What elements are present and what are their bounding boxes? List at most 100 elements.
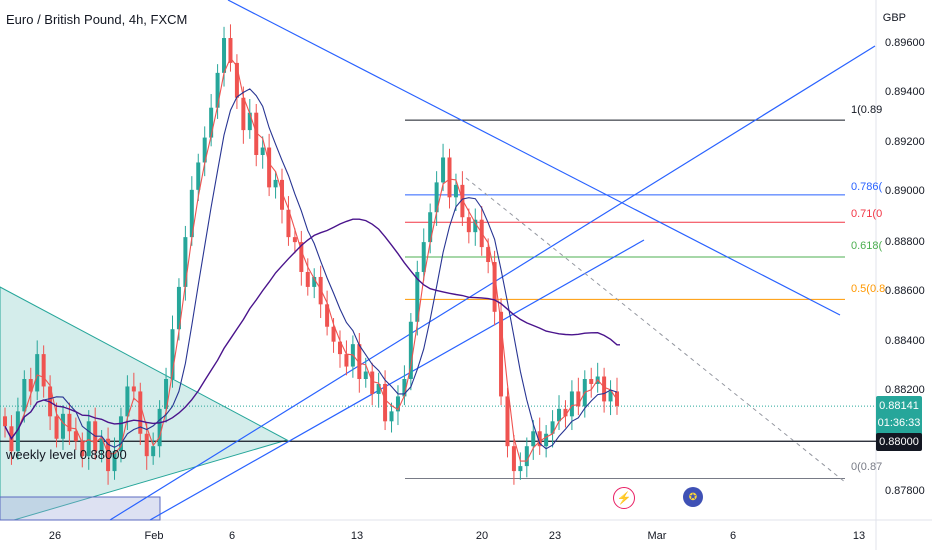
candle-body	[299, 242, 304, 272]
triangle-pattern	[0, 286, 289, 521]
level-badge: 0.88000	[876, 433, 922, 451]
ascending-channel-upper	[109, 45, 876, 521]
price-tick: 0.88400	[885, 335, 925, 347]
candle-body	[505, 396, 510, 447]
candle-body	[86, 421, 91, 457]
candle-body	[434, 182, 439, 213]
ascending-channel-lower	[149, 239, 645, 521]
candle-body	[73, 431, 78, 442]
candle-body	[576, 391, 581, 407]
candle-body	[215, 72, 220, 108]
candle-body	[280, 179, 285, 210]
eu-flag-icon[interactable]: ✪	[683, 487, 703, 507]
candle-body	[486, 247, 491, 263]
candle-body	[131, 386, 136, 392]
candle-body	[273, 179, 278, 188]
candle-body	[524, 446, 529, 467]
candle-body	[247, 112, 252, 131]
slow-moving-average	[4, 218, 620, 441]
weekly-level-label: weekly level 0.88000	[6, 447, 127, 462]
candle-body	[460, 184, 465, 218]
price-tick: 0.88600	[885, 285, 925, 297]
fast-moving-average	[4, 56, 618, 462]
fib-label-071: 0.71(0	[851, 208, 883, 220]
candle-body	[447, 157, 452, 198]
candle-body	[222, 38, 227, 73]
candle-body	[466, 217, 471, 233]
candle-body	[22, 379, 27, 412]
descending-trendline	[227, 0, 841, 316]
candle-body	[318, 276, 323, 305]
time-tick: 26	[48, 530, 62, 542]
candle-body	[428, 212, 433, 243]
lightning-bolt-icon[interactable]: ⚡	[613, 487, 635, 509]
candle-body	[260, 147, 265, 155]
time-tick: 13	[350, 530, 364, 542]
candle-body	[196, 162, 201, 190]
candle-body	[544, 433, 549, 447]
candle-body	[35, 354, 40, 392]
candle-body	[331, 326, 336, 342]
candle-body	[550, 421, 555, 434]
time-tick: 13	[852, 530, 866, 542]
candle-body	[602, 376, 607, 402]
candle-body	[254, 112, 259, 155]
candle-body	[518, 466, 523, 472]
time-tick: Mar	[647, 530, 667, 542]
currency-label: GBP	[882, 12, 906, 24]
candle-body	[138, 391, 143, 434]
candle-body	[41, 354, 46, 387]
candle-body	[402, 379, 407, 397]
time-tick: 6	[729, 530, 737, 542]
candle-body	[241, 97, 246, 131]
candle-body	[569, 391, 574, 417]
candle-body	[15, 411, 20, 452]
fib-label-1: 1(0.89	[851, 104, 883, 116]
price-tick: 0.89400	[885, 86, 925, 98]
candle-body	[106, 438, 111, 472]
candle-body	[363, 371, 368, 379]
candle-body	[421, 242, 426, 272]
candle-body	[408, 321, 413, 379]
time-tick: 23	[548, 530, 562, 542]
fib-label-05: 0.5(0.8	[851, 283, 886, 295]
range-box	[0, 496, 161, 521]
candle-body	[357, 344, 362, 379]
candle-body	[589, 379, 594, 384]
candle-body	[183, 237, 188, 287]
candle-body	[441, 157, 446, 183]
candle-body	[415, 271, 420, 322]
candle-body	[531, 431, 536, 447]
candle-body	[325, 304, 330, 327]
candle-body	[3, 416, 7, 427]
candle-body	[54, 416, 59, 439]
time-tick: 20	[475, 530, 489, 542]
candle-body	[80, 441, 85, 457]
candle-body	[118, 416, 123, 452]
last-price-badge: 0.88141 01:36:33	[876, 396, 922, 436]
symbol-title[interactable]: Euro / British Pound, 4h, FXCM	[6, 12, 188, 27]
candle-body	[267, 147, 272, 188]
candle-body	[473, 219, 478, 233]
candle-body	[189, 189, 194, 238]
candle-body	[563, 408, 568, 417]
candle-body	[151, 446, 156, 457]
candle-body	[286, 209, 291, 238]
candle-body	[170, 329, 175, 379]
price-tick: 0.89200	[885, 136, 925, 148]
candle-body	[125, 386, 130, 417]
candle-body	[492, 262, 497, 312]
price-tick: 0.88800	[885, 236, 925, 248]
candle-body	[228, 38, 233, 63]
candle-body	[164, 379, 169, 409]
fib-label-0618: 0.618(	[851, 240, 883, 252]
candle-body	[292, 237, 297, 243]
candle-body	[312, 276, 317, 287]
bar-countdown: 01:36:33	[877, 417, 921, 429]
candle-body	[305, 271, 310, 287]
price-tick: 0.87800	[885, 485, 925, 497]
candle-body	[176, 286, 181, 330]
price-tick: 0.89600	[885, 37, 925, 49]
candle-body	[209, 107, 214, 138]
